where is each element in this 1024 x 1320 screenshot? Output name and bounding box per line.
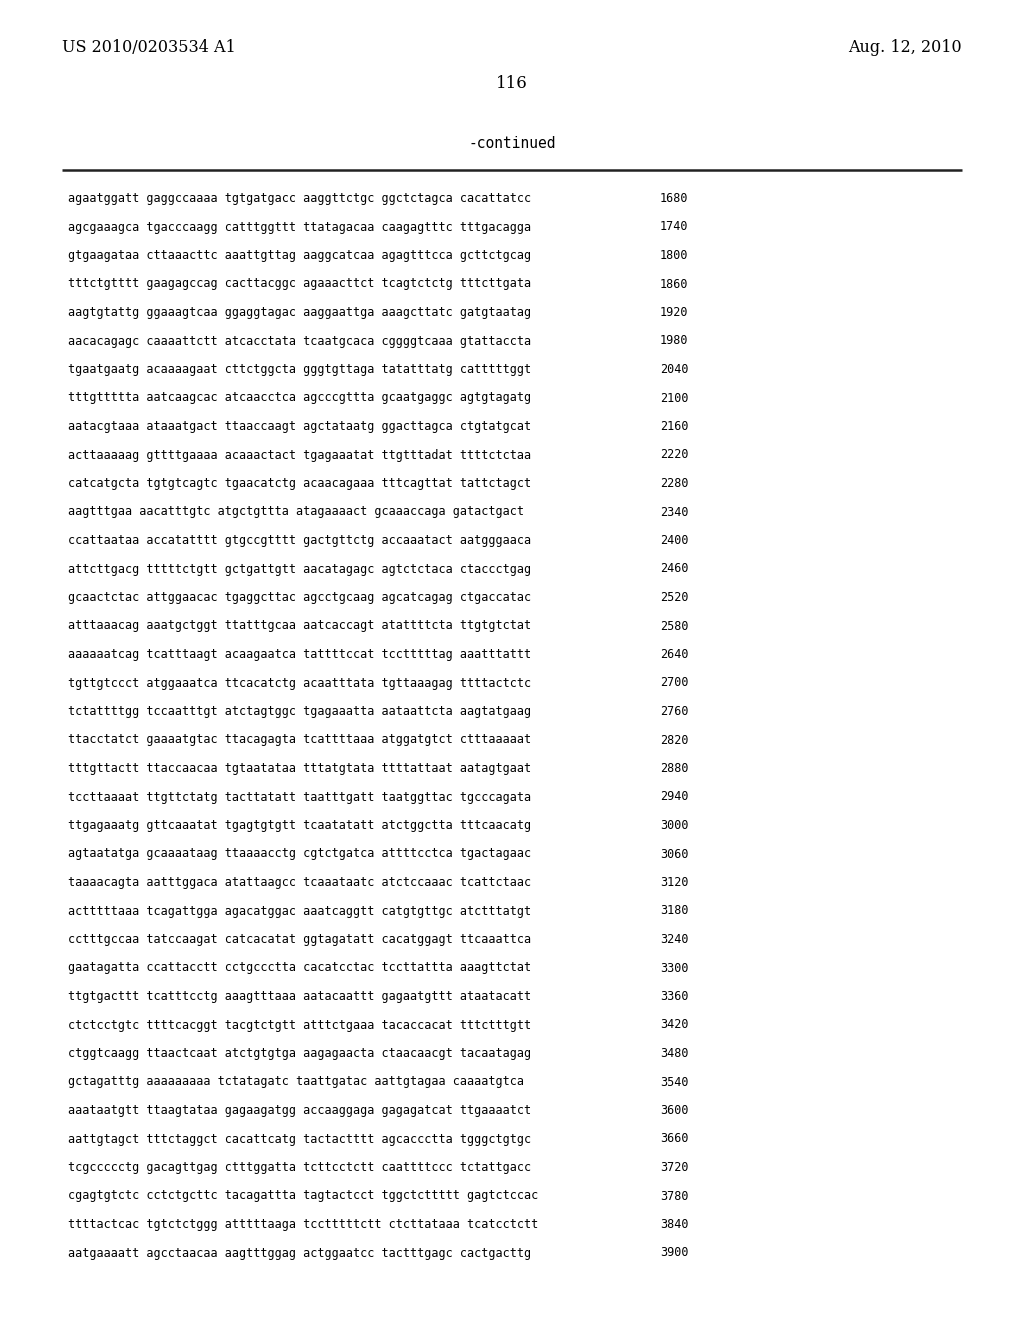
Text: aattgtagct tttctaggct cacattcatg tactactttt agcaccctta tgggctgtgc: aattgtagct tttctaggct cacattcatg tactact…	[68, 1133, 531, 1146]
Text: 2340: 2340	[660, 506, 688, 519]
Text: 2280: 2280	[660, 477, 688, 490]
Text: aagtgtattg ggaaagtcaa ggaggtagac aaggaattga aaagcttatc gatgtaatag: aagtgtattg ggaaagtcaa ggaggtagac aaggaat…	[68, 306, 531, 319]
Text: 2820: 2820	[660, 734, 688, 747]
Text: tttgttactt ttaccaacaa tgtaatataa tttatgtata ttttattaat aatagtgaat: tttgttactt ttaccaacaa tgtaatataa tttatgt…	[68, 762, 531, 775]
Text: actttttaaa tcagattgga agacatggac aaatcaggtt catgtgttgc atctttatgt: actttttaaa tcagattgga agacatggac aaatcag…	[68, 904, 531, 917]
Text: 2700: 2700	[660, 676, 688, 689]
Text: ttgtgacttt tcatttcctg aaagtttaaa aatacaattt gagaatgttt ataatacatt: ttgtgacttt tcatttcctg aaagtttaaa aatacaa…	[68, 990, 531, 1003]
Text: agcgaaagca tgacccaagg catttggttt ttatagacaa caagagtttc tttgacagga: agcgaaagca tgacccaagg catttggttt ttataga…	[68, 220, 531, 234]
Text: agtaatatga gcaaaataag ttaaaacctg cgtctgatca attttcctca tgactagaac: agtaatatga gcaaaataag ttaaaacctg cgtctga…	[68, 847, 531, 861]
Text: -continued: -continued	[468, 136, 556, 150]
Text: 3360: 3360	[660, 990, 688, 1003]
Text: ttttactcac tgtctctggg atttttaaga tcctttttctt ctcttataaa tcatcctctt: ttttactcac tgtctctggg atttttaaga tcctttt…	[68, 1218, 539, 1232]
Text: 2880: 2880	[660, 762, 688, 775]
Text: 3600: 3600	[660, 1104, 688, 1117]
Text: 2520: 2520	[660, 591, 688, 605]
Text: 2220: 2220	[660, 449, 688, 462]
Text: tctattttgg tccaatttgt atctagtggc tgagaaatta aataattcta aagtatgaag: tctattttgg tccaatttgt atctagtggc tgagaaa…	[68, 705, 531, 718]
Text: aacacagagc caaaattctt atcacctata tcaatgcaca cggggtcaaa gtattaccta: aacacagagc caaaattctt atcacctata tcaatgc…	[68, 334, 531, 347]
Text: attcttgacg tttttctgtt gctgattgtt aacatagagc agtctctaca ctaccctgag: attcttgacg tttttctgtt gctgattgtt aacatag…	[68, 562, 531, 576]
Text: ctggtcaagg ttaactcaat atctgtgtga aagagaacta ctaacaacgt tacaatagag: ctggtcaagg ttaactcaat atctgtgtga aagagaa…	[68, 1047, 531, 1060]
Text: 2160: 2160	[660, 420, 688, 433]
Text: aatgaaaatt agcctaacaa aagtttggag actggaatcc tactttgagc cactgacttg: aatgaaaatt agcctaacaa aagtttggag actggaa…	[68, 1246, 531, 1259]
Text: 1920: 1920	[660, 306, 688, 319]
Text: tttctgtttt gaagagccag cacttacggc agaaacttct tcagtctctg tttcttgata: tttctgtttt gaagagccag cacttacggc agaaact…	[68, 277, 531, 290]
Text: catcatgcta tgtgtcagtc tgaacatctg acaacagaaa tttcagttat tattctagct: catcatgcta tgtgtcagtc tgaacatctg acaacag…	[68, 477, 531, 490]
Text: 3420: 3420	[660, 1019, 688, 1031]
Text: ttacctatct gaaaatgtac ttacagagta tcattttaaa atggatgtct ctttaaaaat: ttacctatct gaaaatgtac ttacagagta tcatttt…	[68, 734, 531, 747]
Text: 3300: 3300	[660, 961, 688, 974]
Text: 2400: 2400	[660, 535, 688, 546]
Text: US 2010/0203534 A1: US 2010/0203534 A1	[62, 40, 236, 55]
Text: 1980: 1980	[660, 334, 688, 347]
Text: 3060: 3060	[660, 847, 688, 861]
Text: 3660: 3660	[660, 1133, 688, 1146]
Text: aagtttgaa aacatttgtc atgctgttta atagaaaact gcaaaccaga gatactgact: aagtttgaa aacatttgtc atgctgttta atagaaaa…	[68, 506, 524, 519]
Text: 2640: 2640	[660, 648, 688, 661]
Text: 2760: 2760	[660, 705, 688, 718]
Text: 2940: 2940	[660, 791, 688, 804]
Text: atttaaacag aaatgctggt ttatttgcaa aatcaccagt atattttcta ttgtgtctat: atttaaacag aaatgctggt ttatttgcaa aatcacc…	[68, 619, 531, 632]
Text: 3120: 3120	[660, 876, 688, 888]
Text: tcgccccctg gacagttgag ctttggatta tcttcctctt caattttccc tctattgacc: tcgccccctg gacagttgag ctttggatta tcttcct…	[68, 1162, 531, 1173]
Text: 2460: 2460	[660, 562, 688, 576]
Text: aatacgtaaa ataaatgact ttaaccaagt agctataatg ggacttagca ctgtatgcat: aatacgtaaa ataaatgact ttaaccaagt agctata…	[68, 420, 531, 433]
Text: 2100: 2100	[660, 392, 688, 404]
Text: 3900: 3900	[660, 1246, 688, 1259]
Text: 1860: 1860	[660, 277, 688, 290]
Text: aaaaaatcag tcatttaagt acaagaatca tattttccat tcctttttag aaatttattt: aaaaaatcag tcatttaagt acaagaatca tattttc…	[68, 648, 531, 661]
Text: acttaaaaag gttttgaaaa acaaactact tgagaaatat ttgtttadat ttttctctaa: acttaaaaag gttttgaaaa acaaactact tgagaaa…	[68, 449, 531, 462]
Text: ctctcctgtc ttttcacggt tacgtctgtt atttctgaaa tacaccacat tttctttgtt: ctctcctgtc ttttcacggt tacgtctgtt atttctg…	[68, 1019, 531, 1031]
Text: 3480: 3480	[660, 1047, 688, 1060]
Text: gcaactctac attggaacac tgaggcttac agcctgcaag agcatcagag ctgaccatac: gcaactctac attggaacac tgaggcttac agcctgc…	[68, 591, 531, 605]
Text: gaatagatta ccattacctt cctgccctta cacatcctac tccttattta aaagttctat: gaatagatta ccattacctt cctgccctta cacatcc…	[68, 961, 531, 974]
Text: aaataatgtt ttaagtataa gagaagatgg accaaggaga gagagatcat ttgaaaatct: aaataatgtt ttaagtataa gagaagatgg accaagg…	[68, 1104, 531, 1117]
Text: agaatggatt gaggccaaaa tgtgatgacc aaggttctgc ggctctagca cacattatcc: agaatggatt gaggccaaaa tgtgatgacc aaggttc…	[68, 191, 531, 205]
Text: tgttgtccct atggaaatca ttcacatctg acaatttata tgttaaagag ttttactctc: tgttgtccct atggaaatca ttcacatctg acaattt…	[68, 676, 531, 689]
Text: Aug. 12, 2010: Aug. 12, 2010	[848, 40, 962, 55]
Text: 1800: 1800	[660, 249, 688, 261]
Text: tttgttttta aatcaagcac atcaacctca agcccgttta gcaatgaggc agtgtagatg: tttgttttta aatcaagcac atcaacctca agcccgt…	[68, 392, 531, 404]
Text: cgagtgtctc cctctgcttc tacagattta tagtactcct tggctcttttt gagtctccac: cgagtgtctc cctctgcttc tacagattta tagtact…	[68, 1189, 539, 1203]
Text: taaaacagta aatttggaca atattaagcc tcaaataatc atctccaaac tcattctaac: taaaacagta aatttggaca atattaagcc tcaaata…	[68, 876, 531, 888]
Text: ccattaataa accatatttt gtgccgtttt gactgttctg accaaatact aatgggaaca: ccattaataa accatatttt gtgccgtttt gactgtt…	[68, 535, 531, 546]
Text: 2040: 2040	[660, 363, 688, 376]
Text: tgaatgaatg acaaaagaat cttctggcta gggtgttaga tatatttatg catttttggt: tgaatgaatg acaaaagaat cttctggcta gggtgtt…	[68, 363, 531, 376]
Text: tccttaaaat ttgttctatg tacttatatt taatttgatt taatggttac tgcccagata: tccttaaaat ttgttctatg tacttatatt taatttg…	[68, 791, 531, 804]
Text: 3180: 3180	[660, 904, 688, 917]
Text: 3540: 3540	[660, 1076, 688, 1089]
Text: gctagatttg aaaaaaaaa tctatagatc taattgatac aattgtagaa caaaatgtca: gctagatttg aaaaaaaaa tctatagatc taattgat…	[68, 1076, 524, 1089]
Text: 3720: 3720	[660, 1162, 688, 1173]
Text: 116: 116	[496, 75, 528, 92]
Text: 1680: 1680	[660, 191, 688, 205]
Text: 3240: 3240	[660, 933, 688, 946]
Text: 3000: 3000	[660, 818, 688, 832]
Text: 1740: 1740	[660, 220, 688, 234]
Text: 3780: 3780	[660, 1189, 688, 1203]
Text: gtgaagataa cttaaacttc aaattgttag aaggcatcaa agagtttcca gcttctgcag: gtgaagataa cttaaacttc aaattgttag aaggcat…	[68, 249, 531, 261]
Text: cctttgccaa tatccaagat catcacatat ggtagatatt cacatggagt ttcaaattca: cctttgccaa tatccaagat catcacatat ggtagat…	[68, 933, 531, 946]
Text: ttgagaaatg gttcaaatat tgagtgtgtt tcaatatatt atctggctta tttcaacatg: ttgagaaatg gttcaaatat tgagtgtgtt tcaatat…	[68, 818, 531, 832]
Text: 3840: 3840	[660, 1218, 688, 1232]
Text: 2580: 2580	[660, 619, 688, 632]
